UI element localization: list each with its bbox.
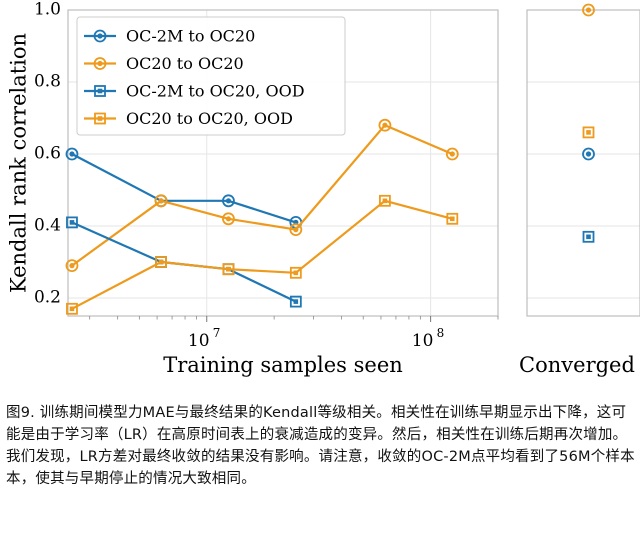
main-plot-frame [67, 9, 499, 317]
legend-entry: OC20 to OC20, OOD [84, 109, 293, 128]
data-point [66, 302, 78, 315]
data-point [155, 256, 167, 268]
y-axis-ticks: 0.2 0.4 0.6 0.8 1.0 [34, 0, 61, 308]
data-point [222, 212, 235, 226]
data-point [289, 266, 302, 279]
figure-caption: 图9. 训练期间模型力MAE与最终结果的Kendall等级相关。相关性在训练早期… [6, 405, 635, 487]
series-line [71, 153, 297, 224]
legend-marker [94, 112, 106, 125]
converged-frame [526, 9, 640, 317]
series-line [71, 124, 453, 267]
series-layer [65, 118, 459, 315]
data-point [222, 263, 235, 276]
legend-label: OC-2M to OC20, OOD [126, 82, 305, 101]
series-line [71, 199, 453, 310]
y-axis-title: Kendall rank correlation [7, 33, 31, 293]
data-point [222, 194, 235, 208]
legend-marker [93, 29, 107, 43]
legend-marker [93, 57, 107, 70]
y-tick-label: 0.8 [34, 72, 61, 92]
converged-label: Converged [519, 353, 635, 377]
data-point [289, 295, 302, 308]
data-point [154, 194, 168, 208]
legend-label: OC-2M to OC20 [126, 27, 255, 46]
series-1 [65, 118, 459, 273]
converged-point [582, 126, 595, 139]
data-point [379, 194, 391, 207]
legend-entry: OC-2M to OC20, OOD [84, 82, 305, 101]
data-point [378, 118, 392, 132]
data-point [66, 216, 78, 229]
converged-point [582, 3, 595, 17]
series-line [71, 221, 297, 303]
series-0 [65, 147, 303, 229]
y-tick-label: 0.6 [34, 144, 61, 164]
y-tick-label: 0.2 [34, 288, 61, 308]
x-axis-title: Training samples seen [163, 353, 403, 377]
data-point [446, 212, 459, 225]
x-tick-label: 10 [188, 331, 210, 351]
converged-point [582, 147, 595, 161]
converged-points [582, 3, 595, 243]
data-point [65, 259, 79, 273]
y-tick-label: 0.4 [34, 216, 61, 236]
legend-entry: OC-2M to OC20 [84, 27, 255, 46]
data-point [65, 147, 79, 161]
legend-marker [94, 85, 106, 97]
legend: OC-2M to OC20 OC20 to OC20 OC-2M to OC20, … [76, 16, 346, 136]
legend-box [76, 16, 346, 136]
converged-point [582, 230, 595, 243]
x-axis-ticks: 10 7 10 8 [89, 316, 499, 351]
data-point [445, 147, 459, 161]
y-tick-label: 1.0 [34, 0, 61, 20]
x-tick-label: 10 [412, 331, 434, 351]
legend-label: OC20 to OC20 [126, 54, 244, 73]
x-tick-exponent: 7 [213, 326, 221, 340]
legend-label: OC20 to OC20, OOD [126, 109, 293, 128]
data-point [289, 223, 303, 237]
series-3 [66, 194, 459, 315]
legend-entry: OC20 to OC20 [84, 54, 244, 73]
x-tick-exponent: 8 [437, 326, 445, 340]
converged-panel [526, 3, 640, 317]
